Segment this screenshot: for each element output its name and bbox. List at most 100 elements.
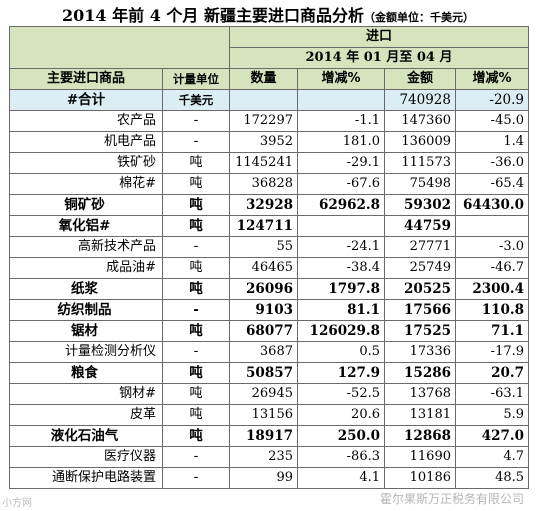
row-qty-change: 0.5 bbox=[297, 341, 385, 363]
row-unit: 吨 bbox=[162, 362, 230, 384]
table-row: 计量检测分析仪 -3687 0.5 17336 -17.9 bbox=[9, 341, 530, 363]
row-unit: - bbox=[162, 467, 230, 489]
unit-note: （金额单位：千美元） bbox=[363, 11, 474, 24]
row-unit: 吨 bbox=[162, 152, 230, 174]
row-amount: 17566 bbox=[384, 299, 456, 321]
row-unit: 吨 bbox=[162, 320, 230, 342]
watermark: 霍尔果斯万正税务有限公司 bbox=[379, 492, 524, 506]
row-qty: 68077 bbox=[229, 320, 298, 342]
table-row: 液化石油气吨 18917 250.0 12868 427.0 bbox=[9, 425, 530, 447]
row-amount: 25749 bbox=[384, 257, 456, 279]
table-row: 纺织制品 -9103 81.1 17566 110.8 bbox=[9, 299, 530, 321]
table-row: 铜矿砂吨 32928 62962.8 59302 64430.0 bbox=[9, 194, 530, 216]
row-amount-change: -63.1 bbox=[454, 383, 530, 405]
col-header-qty: 数量 bbox=[229, 68, 298, 90]
row-unit: 吨 bbox=[162, 173, 230, 195]
row-qty-change: 250.0 bbox=[297, 425, 385, 447]
col-header-amount: 金额 bbox=[384, 68, 456, 90]
row-name: 高新技术产品 bbox=[9, 236, 163, 258]
row-name: 粮食 bbox=[9, 362, 163, 384]
row-name: 计量检测分析仪 bbox=[9, 341, 163, 363]
row-unit: 吨 bbox=[162, 194, 230, 216]
row-amount-change: -65.4 bbox=[454, 173, 530, 195]
row-name: 铁矿砂 bbox=[9, 152, 163, 174]
row-amount: 10186 bbox=[384, 467, 456, 489]
row-amount: 59302 bbox=[384, 194, 456, 216]
header-group: 进口 bbox=[228, 26, 530, 48]
row-qty: 50857 bbox=[229, 362, 298, 384]
total-unit: 千美元 bbox=[162, 89, 230, 111]
row-amount-change: 64430.0 bbox=[454, 194, 530, 216]
row-qty-change: -29.1 bbox=[297, 152, 385, 174]
table-row: 纸浆吨 26096 1797.8 20525 2300.4 bbox=[9, 278, 530, 300]
row-amount: 111573 bbox=[384, 152, 456, 174]
row-amount: 13181 bbox=[384, 404, 456, 426]
row-amount: 147360 bbox=[384, 110, 456, 132]
row-qty-change: 20.6 bbox=[297, 404, 385, 426]
row-unit: 吨 bbox=[162, 404, 230, 426]
row-name: 成品油# bbox=[9, 257, 163, 279]
row-amount-change: 48.5 bbox=[454, 467, 530, 489]
row-amount: 136009 bbox=[384, 131, 456, 153]
row-unit: - bbox=[162, 131, 230, 153]
row-amount-change: 20.7 bbox=[454, 362, 530, 384]
row-name: 铜矿砂 bbox=[9, 194, 163, 216]
row-amount: 17525 bbox=[384, 320, 456, 342]
total-row: #合计 千美元 740928 -20.9 bbox=[9, 89, 530, 111]
row-name: 钢材# bbox=[9, 383, 163, 405]
row-qty: 1145241 bbox=[229, 152, 298, 174]
title-text: 2014 年前 4 个月 新疆主要进口商品分析 bbox=[62, 6, 364, 25]
row-qty-change: 181.0 bbox=[297, 131, 385, 153]
row-qty: 26096 bbox=[229, 278, 298, 300]
table-row: 棉花# 吨 36828 -67.6 75498 -65.4 bbox=[9, 173, 530, 195]
row-unit: - bbox=[162, 446, 230, 468]
row-qty: 172297 bbox=[229, 110, 298, 132]
row-qty-change: 81.1 bbox=[297, 299, 385, 321]
total-name: #合计 bbox=[9, 89, 163, 111]
row-amount: 20525 bbox=[384, 278, 456, 300]
row-qty: 26945 bbox=[229, 383, 298, 405]
row-qty: 3952 bbox=[229, 131, 298, 153]
row-amount: 11690 bbox=[384, 446, 456, 468]
row-name: 棉花# bbox=[9, 173, 163, 195]
row-qty-change: 62962.8 bbox=[297, 194, 385, 216]
row-amount-change: 110.8 bbox=[454, 299, 530, 321]
header-row-group: 进口 bbox=[9, 26, 530, 69]
row-qty-change: -52.5 bbox=[297, 383, 385, 405]
row-unit: - bbox=[162, 110, 230, 132]
row-unit: 吨 bbox=[162, 257, 230, 279]
row-name: 通断保护电路装置 bbox=[9, 467, 163, 489]
col-header-unit: 计量单位 bbox=[162, 68, 230, 90]
row-name: 机电产品 bbox=[9, 131, 163, 153]
header-blank bbox=[9, 26, 230, 69]
row-amount-change: 4.7 bbox=[454, 446, 530, 468]
row-qty: 9103 bbox=[229, 299, 298, 321]
row-name: 医疗仪器 bbox=[9, 446, 163, 468]
table-row: 机电产品 -3952 181.0 136009 1.4 bbox=[9, 131, 530, 153]
row-qty-change: -38.4 bbox=[297, 257, 385, 279]
row-name: 氧化铝# bbox=[9, 215, 163, 237]
table-row: 氧化铝# 吨 124711 44759 bbox=[9, 215, 530, 237]
row-unit: 吨 bbox=[162, 425, 230, 447]
row-qty-change bbox=[297, 215, 385, 237]
row-amount: 17336 bbox=[384, 341, 456, 363]
col-header-product: 主要进口商品 bbox=[9, 68, 163, 90]
row-unit: - bbox=[162, 299, 230, 321]
row-amount-change: -36.0 bbox=[454, 152, 530, 174]
row-name: 纸浆 bbox=[9, 278, 163, 300]
table-row: 锯材吨 68077 126029.8 17525 71.1 bbox=[9, 320, 530, 342]
row-qty: 55 bbox=[229, 236, 298, 258]
total-amount: 740928 bbox=[384, 89, 456, 111]
row-amount-change: -3.0 bbox=[454, 236, 530, 258]
row-qty: 18917 bbox=[229, 425, 298, 447]
table-row: 农产品 -172297 -1.1 147360 -45.0 bbox=[9, 110, 530, 132]
table-row: 粮食吨 50857 127.9 15286 20.7 bbox=[9, 362, 530, 384]
row-qty: 13156 bbox=[229, 404, 298, 426]
header-period: 2014 年 01 月至 04 月 bbox=[228, 47, 530, 69]
row-amount-change: 1.4 bbox=[454, 131, 530, 153]
row-amount-change bbox=[454, 215, 530, 237]
table-row: 铁矿砂吨 1145241 -29.1 111573 -36.0 bbox=[9, 152, 530, 174]
row-name: 皮革 bbox=[9, 404, 163, 426]
watermark-left: 小方网 bbox=[2, 498, 32, 509]
row-amount-change: -45.0 bbox=[454, 110, 530, 132]
